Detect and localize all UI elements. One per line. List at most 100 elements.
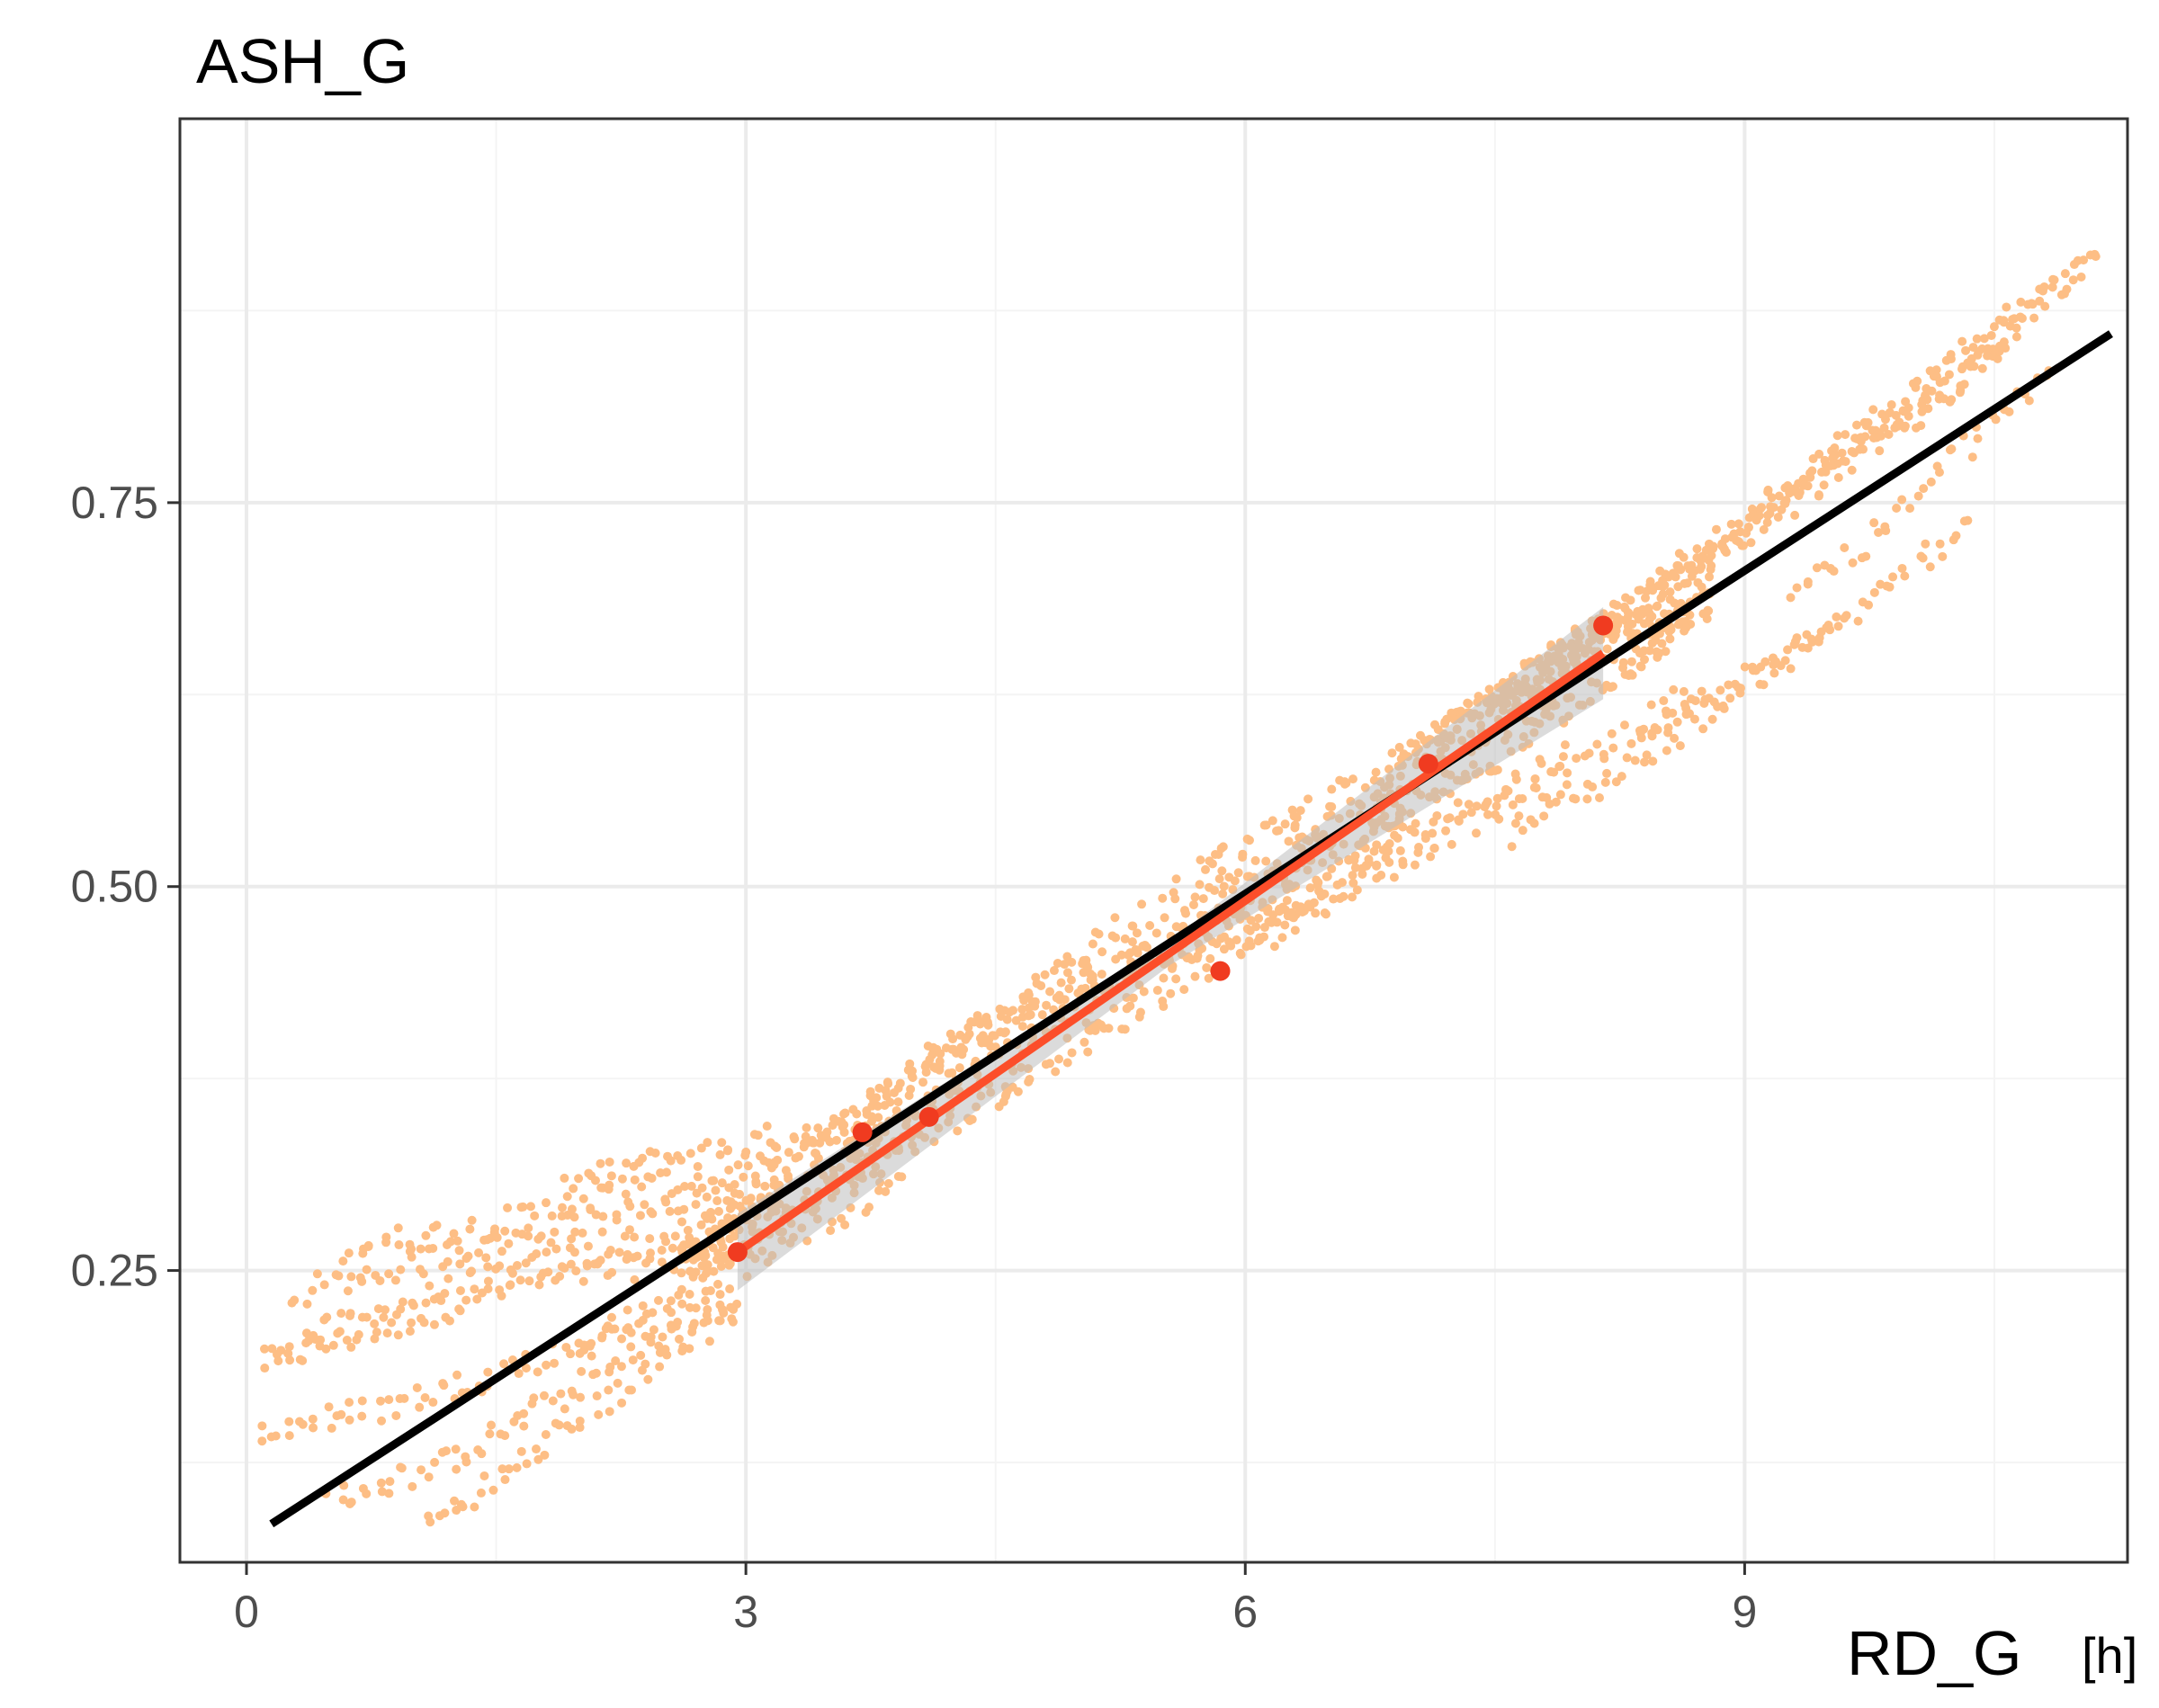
simulated-point [1132,928,1142,938]
simulated-point [338,1256,348,1266]
simulated-point [1618,657,1628,667]
simulated-point [1062,1058,1072,1068]
simulated-point [1848,558,1858,568]
simulated-point [1993,353,2002,363]
simulated-point [696,1143,706,1153]
simulated-point [1011,1015,1021,1025]
simulated-point [713,1248,723,1258]
simulated-point [391,1410,401,1420]
simulated-point [1938,551,1948,561]
simulated-point [1251,922,1261,932]
simulated-point [271,1431,281,1441]
simulated-point [575,1416,585,1426]
simulated-point [848,1104,858,1114]
simulated-point [735,1189,745,1199]
simulated-point [717,1304,727,1314]
simulated-point [1080,1037,1089,1047]
simulated-point [1463,698,1473,708]
simulated-point [569,1184,578,1194]
simulated-point [1648,756,1658,766]
simulated-point [1458,809,1468,819]
simulated-point [405,1327,415,1337]
simulated-point [1847,465,1857,475]
simulated-point [1049,966,1059,976]
simulated-point [1905,504,1915,514]
simulated-point [276,1346,286,1355]
simulated-point [1913,491,1923,501]
simulated-point [657,1245,667,1255]
simulated-point [2069,260,2079,270]
simulated-point [789,1132,799,1142]
simulated-point [1406,738,1416,748]
simulated-point [641,1309,651,1319]
simulated-point [1670,598,1680,608]
simulated-point [1290,926,1300,935]
simulated-point [676,1155,686,1165]
simulated-point [1246,916,1256,926]
simulated-point [617,1398,627,1408]
y-tick-label: 0.75 [71,478,158,528]
simulated-point [1944,370,1954,380]
simulated-point [260,1364,270,1373]
simulated-point [1644,615,1654,625]
simulated-point [583,1241,593,1251]
simulated-point [1726,519,1736,529]
simulated-point [1657,639,1667,648]
simulated-point [2016,297,2026,307]
simulated-point [1530,774,1540,783]
simulated-point [1771,657,1781,666]
panel-background [180,119,2128,1562]
simulated-point [445,1237,455,1247]
simulated-point [715,1290,725,1300]
simulated-point [1957,362,1967,371]
simulated-point [603,1271,613,1281]
simulated-point [309,1330,318,1340]
simulated-point [1508,800,1518,809]
simulated-point [2017,313,2027,323]
simulated-point [514,1369,524,1379]
simulated-point [1244,836,1254,845]
simulated-point [1948,535,1958,545]
simulated-point [491,1264,501,1274]
simulated-point [999,1096,1008,1106]
simulated-point [638,1301,648,1310]
simulated-point [1492,801,1501,811]
simulated-point [1808,454,1818,464]
simulated-point [1957,336,1967,346]
simulated-point [570,1227,580,1237]
simulated-point [1682,578,1692,588]
simulated-point [382,1328,392,1338]
simulated-point [1224,937,1234,947]
simulated-point [1683,561,1693,571]
simulated-point [864,1203,874,1212]
simulated-point [626,1328,636,1337]
simulated-point [324,1402,334,1412]
simulated-point [452,1370,462,1380]
simulated-point [1127,937,1137,947]
simulated-point [1204,973,1214,983]
simulated-point [1054,1054,1064,1064]
simulated-point [1659,696,1669,706]
simulated-point [675,1334,685,1344]
simulated-point [1491,809,1501,819]
simulated-point [1529,818,1539,828]
simulated-point [454,1246,464,1256]
simulated-point [1055,995,1065,1005]
simulated-point [1097,947,1107,957]
simulated-point [1127,921,1137,931]
simulated-point [1888,572,1898,582]
simulated-point [613,1378,623,1388]
simulated-point [1857,553,1867,563]
x-axis-unit: [h] [2082,1627,2137,1684]
simulated-point [715,1149,725,1159]
simulated-point [387,1318,397,1328]
simulated-point [1814,633,1824,643]
simulated-point [483,1262,493,1272]
simulated-point [1766,502,1776,512]
simulated-point [2035,296,2045,306]
simulated-point [417,1313,426,1323]
simulated-point [1956,386,1966,396]
simulated-point [408,1298,417,1308]
simulated-point [2068,275,2078,285]
simulated-point [1212,939,1222,949]
